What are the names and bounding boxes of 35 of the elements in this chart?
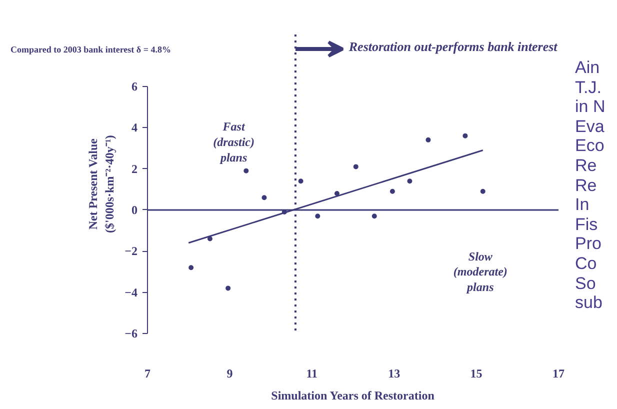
y-axis-title: Net Present Value ($'000s·km⁻²·40y⁻¹)	[86, 135, 117, 233]
y-tick-label: 4	[132, 120, 138, 135]
x-tick-label: 13	[388, 366, 400, 380]
point	[353, 164, 358, 170]
y-tick-label: 0	[132, 202, 138, 217]
text: Ain T.J. in N Eva Eco Re Re In Fis Pro Co So sub	[575, 58, 606, 312]
point	[315, 214, 320, 219]
point	[480, 188, 486, 194]
x-axis-title: Simulation Years of Restoration	[271, 388, 435, 402]
y-tick-label: −4	[124, 285, 138, 300]
point	[426, 137, 431, 142]
point	[244, 168, 249, 174]
x-tick-label: 15	[470, 366, 482, 380]
point	[334, 190, 340, 196]
point	[226, 286, 231, 291]
point	[188, 265, 194, 270]
x-tick-label: 17	[552, 366, 564, 380]
annotation: Fast (drastic) plans	[213, 120, 254, 164]
y-tick-label: −6	[124, 326, 138, 340]
x-tick-label: 9	[226, 366, 233, 380]
y-tick-label: −2	[124, 244, 138, 258]
point	[298, 178, 304, 184]
point	[207, 236, 212, 242]
y-tick-label: 2	[132, 162, 138, 176]
point	[390, 188, 395, 194]
chart-title: Restoration out-performs bank interest	[348, 38, 558, 54]
chart-subtitle: Compared to 2003 bank interest δ = 4.8%	[10, 44, 171, 54]
annotation: Slow (moderate) plans	[453, 249, 508, 294]
x-tick-label: 11	[306, 366, 318, 380]
point	[372, 214, 377, 219]
x-tick-label: 7	[144, 366, 150, 380]
y-tick-label: 6	[132, 79, 138, 94]
point	[407, 178, 412, 184]
point	[262, 195, 267, 200]
point	[462, 133, 468, 138]
